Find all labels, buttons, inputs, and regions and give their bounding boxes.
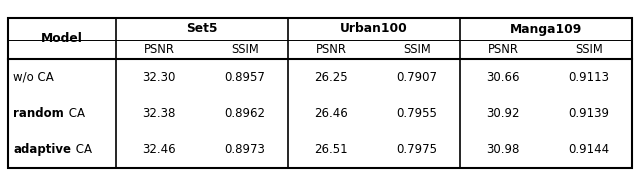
Text: 0.9144: 0.9144 xyxy=(568,143,609,156)
Text: random: random xyxy=(13,107,64,120)
Text: Set5: Set5 xyxy=(186,22,218,35)
Text: PSNR: PSNR xyxy=(316,43,346,56)
Text: 32.30: 32.30 xyxy=(142,71,176,84)
Text: Model: Model xyxy=(41,32,83,45)
Text: 30.98: 30.98 xyxy=(486,143,520,156)
Text: PSNR: PSNR xyxy=(143,43,175,56)
Text: CA: CA xyxy=(65,107,84,120)
Text: 0.9139: 0.9139 xyxy=(568,107,609,120)
Text: CA: CA xyxy=(72,143,92,156)
Text: 26.25: 26.25 xyxy=(314,71,348,84)
Text: 32.38: 32.38 xyxy=(142,107,176,120)
Text: Manga109: Manga109 xyxy=(510,22,582,35)
Text: SSIM: SSIM xyxy=(231,43,259,56)
Bar xyxy=(8,18,632,168)
Text: Urban100: Urban100 xyxy=(340,22,408,35)
Text: 0.7955: 0.7955 xyxy=(397,107,437,120)
Text: SSIM: SSIM xyxy=(575,43,603,56)
Text: 0.8973: 0.8973 xyxy=(225,143,266,156)
Text: 0.7975: 0.7975 xyxy=(397,143,438,156)
Text: SSIM: SSIM xyxy=(403,43,431,56)
Text: 0.8962: 0.8962 xyxy=(225,107,266,120)
Text: 30.66: 30.66 xyxy=(486,71,520,84)
Text: 26.51: 26.51 xyxy=(314,143,348,156)
Text: adaptive: adaptive xyxy=(13,143,71,156)
Text: 0.7907: 0.7907 xyxy=(397,71,438,84)
Text: 30.92: 30.92 xyxy=(486,107,520,120)
Text: PSNR: PSNR xyxy=(488,43,518,56)
Text: 0.9113: 0.9113 xyxy=(568,71,609,84)
Text: 0.8957: 0.8957 xyxy=(225,71,266,84)
Text: 26.46: 26.46 xyxy=(314,107,348,120)
Text: 32.46: 32.46 xyxy=(142,143,176,156)
Text: w/o CA: w/o CA xyxy=(13,71,54,84)
